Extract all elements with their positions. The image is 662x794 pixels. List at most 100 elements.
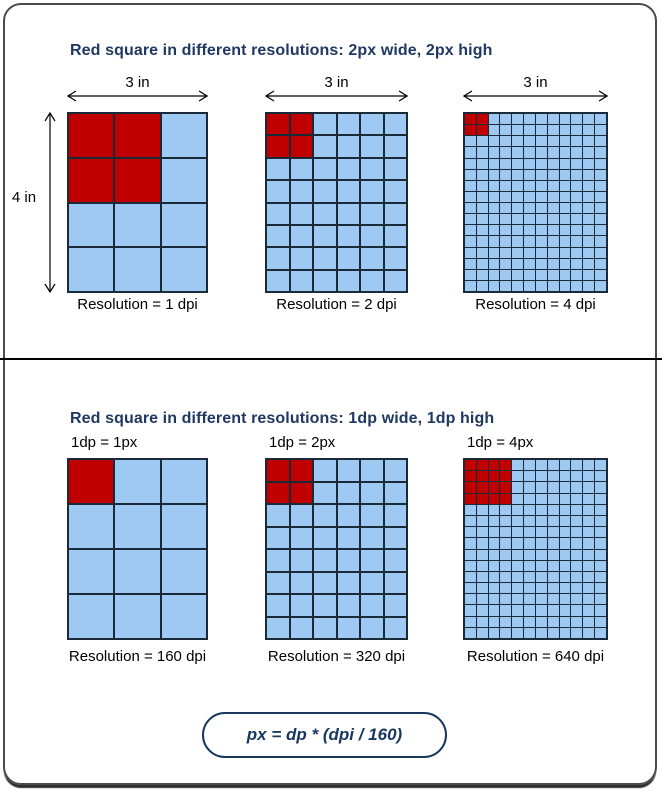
grid-cell: [571, 605, 583, 616]
grid-cell: [571, 258, 583, 269]
grid-cell: [595, 147, 606, 158]
grid-cell: [583, 236, 595, 247]
grid-cell: [595, 482, 606, 493]
grid-cell: [115, 550, 160, 593]
grid-cell: [595, 191, 606, 202]
grid-cell: [488, 504, 500, 515]
grid-cell: [583, 560, 595, 571]
grid-cell: [488, 158, 500, 169]
grid-cell: [361, 505, 383, 526]
grid-cell: [465, 214, 476, 225]
grid-cell: [559, 203, 571, 214]
grid-cell: [524, 471, 535, 482]
grid-cell: [314, 158, 336, 180]
grid-cell: [583, 225, 595, 236]
grid-cell: [583, 616, 595, 627]
grid-cell: [583, 247, 595, 258]
grid-cell: [547, 169, 559, 180]
grid-cell: [595, 258, 606, 269]
panel-divider: [0, 358, 662, 360]
grid-cell: [500, 191, 512, 202]
grid-cell: [290, 617, 312, 638]
grid-cell: [314, 181, 336, 202]
grid-cell: [476, 147, 488, 158]
grid-cell: [571, 583, 583, 594]
pixel-ratio-label: 1dp = 2px: [269, 434, 336, 451]
grid-cell: [559, 158, 571, 169]
grid-cell: [559, 627, 571, 638]
grid-cell: [535, 114, 547, 125]
grid-cell: [524, 147, 535, 158]
grid-cell: [559, 136, 571, 147]
grid-cell: [512, 247, 524, 258]
grid-cell: [500, 136, 512, 147]
grid-cell: [535, 125, 547, 136]
grid-cell: [465, 583, 476, 594]
grid-cell: [314, 527, 336, 548]
grid-block-320dpi: 1dp = 2px Resolution = 320 dpi: [265, 434, 408, 674]
grid-cell: [583, 549, 595, 560]
grid-cell: [583, 471, 595, 482]
grid-cell: [524, 527, 535, 538]
grid-cell: [535, 482, 547, 493]
grid-cell: [361, 248, 383, 269]
grid-cell: [465, 482, 476, 493]
grid-cell: [500, 583, 512, 594]
grid-cell: [583, 214, 595, 225]
grid-cell: [559, 605, 571, 616]
grid-cell: [361, 158, 383, 180]
grid-cell: [535, 538, 547, 549]
grid-cell: [547, 114, 559, 125]
grid-cell: [547, 180, 559, 191]
grid-cell: [476, 236, 488, 247]
grid-cell: [267, 595, 289, 616]
grid-cell: [384, 270, 406, 291]
grid-cell: [535, 549, 547, 560]
grid-cell: [595, 504, 606, 515]
grid-cell: [547, 236, 559, 247]
grid-cell: [512, 125, 524, 136]
grid-cell: [465, 280, 476, 291]
grid-cell: [361, 203, 383, 224]
grid-cell: [488, 169, 500, 180]
grid-block-640dpi: 1dp = 4px Resolution = 640 dpi: [463, 434, 608, 674]
grid-cell: [290, 158, 312, 180]
grid-cell: [547, 549, 559, 560]
grid-cell: [337, 248, 359, 269]
grid-cell: [547, 471, 559, 482]
grid-cell: [476, 258, 488, 269]
grid-cell: [571, 594, 583, 605]
grid-cell: [465, 605, 476, 616]
pixel-grid: [265, 458, 408, 640]
grid-cell: [476, 191, 488, 202]
grid-cell: [512, 460, 524, 471]
grid-cell: [559, 169, 571, 180]
grid-cell: [314, 225, 336, 247]
grid-cell: [314, 482, 336, 503]
grid-cell: [559, 191, 571, 202]
grid-cell: [512, 225, 524, 236]
grid-cell: [290, 181, 312, 202]
grid-cell: [524, 504, 535, 515]
grid-cell: [547, 203, 559, 214]
grid-cell: [571, 236, 583, 247]
grid-cell: [267, 136, 289, 157]
grid-cell: [571, 114, 583, 125]
grid-cell: [512, 627, 524, 638]
grid-cell: [512, 114, 524, 125]
grid-cell: [465, 538, 476, 549]
grid-cell: [571, 538, 583, 549]
grid-cell: [571, 169, 583, 180]
grid-cell: [571, 247, 583, 258]
grid-cell: [384, 181, 406, 202]
grid-cell: [595, 236, 606, 247]
grid-cell: [547, 258, 559, 269]
grid-cell: [267, 572, 289, 593]
pixel-grid: [463, 458, 608, 640]
grid-cell: [559, 571, 571, 583]
grid-cell: [547, 627, 559, 638]
grid-cell: [500, 560, 512, 571]
grid-cell: [488, 493, 500, 504]
grid-cell: [267, 270, 289, 291]
grid-cell: [290, 482, 312, 503]
